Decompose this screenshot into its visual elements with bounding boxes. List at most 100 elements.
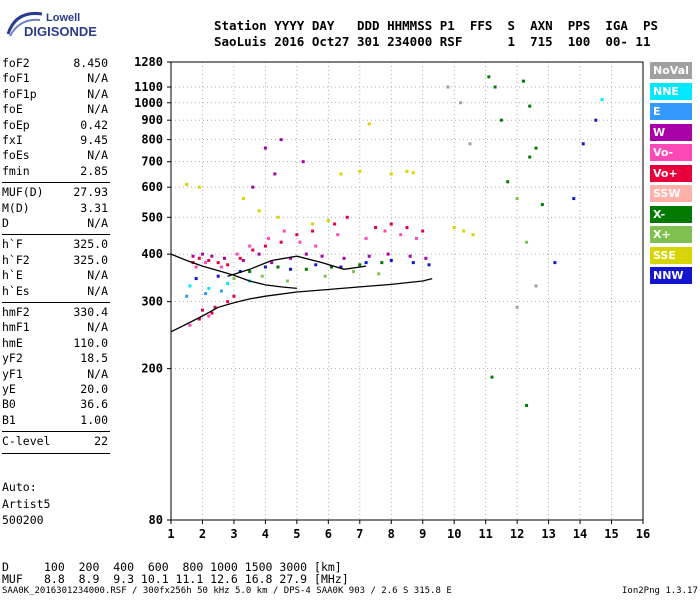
data-point [487, 75, 491, 79]
param-name: B0 [2, 397, 16, 412]
data-point [364, 236, 368, 240]
data-point [374, 225, 378, 229]
data-point [304, 252, 308, 256]
legend-item-x-: X- [650, 205, 692, 223]
legend-item-sse: SSE [650, 246, 692, 264]
data-point [336, 233, 340, 237]
data-point [185, 294, 189, 298]
data-point [304, 267, 308, 271]
param-value: 325.0 [73, 252, 108, 267]
chart-axes: 1 2 3 4 5 6 7 8 9 10 11 12 13 14 15 1680200300400500600… [134, 55, 650, 541]
data-point [207, 314, 211, 318]
param-value: N/A [87, 71, 108, 86]
param-name: yF2 [2, 351, 23, 366]
data-point [411, 171, 415, 175]
x-tick-label: 8 [388, 527, 395, 541]
param-row-d: D N/A [2, 216, 108, 232]
param-name: foF1 [2, 71, 30, 86]
data-point [515, 305, 519, 309]
logo-text-lowell: Lowell [46, 12, 81, 24]
data-point [414, 236, 418, 240]
param-name: foEs [2, 148, 30, 163]
param-value: 8.450 [73, 56, 108, 70]
legend-item-nne: NNE [650, 82, 692, 100]
data-point [326, 219, 330, 223]
param-name: foF1p [2, 86, 37, 101]
data-point [377, 272, 381, 276]
data-point [515, 197, 519, 201]
param-separator [2, 182, 110, 184]
data-point [207, 286, 211, 290]
param-row-hmf1: hmF1 N/A [2, 320, 108, 336]
x-tick-label: 11 [478, 527, 492, 541]
station-header-labels: Station YYYY DAY DDD HHMMSS P1 FFS S AXN… [214, 18, 659, 33]
data-point [279, 138, 283, 142]
data-point [194, 277, 198, 281]
param-value: 20.0 [80, 382, 108, 396]
y-tick-label: 1000 [134, 96, 163, 110]
param-value: 9.45 [80, 133, 108, 147]
data-point [314, 244, 318, 248]
series-noval [446, 85, 538, 309]
data-point [248, 270, 252, 274]
data-point [528, 155, 532, 159]
y-tick-label: 80 [149, 513, 163, 527]
param-value: 1.00 [80, 412, 108, 427]
data-point [257, 252, 261, 256]
param-name: B1 [2, 412, 16, 427]
data-point [389, 222, 393, 226]
data-point [276, 215, 280, 219]
param-row-foes: foEs N/A [2, 148, 108, 164]
data-point [204, 292, 208, 296]
param-value: N/A [87, 268, 108, 283]
plot-frame [170, 61, 644, 521]
x-tick-label: 5 [293, 527, 300, 541]
param-name: fmin [2, 163, 30, 178]
data-point [367, 122, 371, 126]
y-tick-label: 300 [141, 295, 163, 309]
legend-item-x-: X+ [650, 226, 692, 243]
data-point [188, 284, 192, 288]
data-point [298, 240, 302, 244]
data-point [521, 79, 525, 83]
data-point [339, 265, 343, 269]
data-point [408, 254, 412, 258]
data-point [200, 252, 204, 256]
data-point [226, 300, 230, 304]
param-row-fof1p: foF1p N/A [2, 87, 108, 103]
param-row-b0: B0 36.6 [2, 397, 108, 413]
data-point [194, 265, 198, 269]
y-tick-label: 1280 [134, 55, 163, 69]
note-artist: Artist5 [2, 497, 51, 511]
footer-file-info: SAA0K_2016301234000.RSF / 300fx256h 50 k… [2, 586, 452, 596]
logo-swoosh-icon [6, 11, 43, 37]
param-row-fof2: foF2 8.450 [2, 56, 108, 72]
data-point [386, 252, 390, 256]
param-name: fxI [2, 133, 23, 147]
param-separator [2, 431, 110, 433]
data-point [311, 229, 315, 233]
data-point [458, 101, 462, 105]
data-point [352, 270, 356, 274]
data-point [188, 323, 192, 327]
param-row-he: h`E N/A [2, 268, 108, 284]
y-tick-label: 500 [141, 210, 163, 224]
data-point [248, 244, 252, 248]
param-name: foE [2, 102, 23, 117]
data-point [232, 294, 236, 298]
param-name: foEp [2, 117, 30, 132]
data-point [342, 256, 346, 260]
note-auto: Auto: [2, 480, 37, 494]
data-point [185, 182, 189, 186]
param-value: 3.31 [80, 200, 108, 215]
footer-version: Ion2Png 1.3.17 [622, 586, 698, 596]
param-row-foep: foEp 0.42 [2, 118, 108, 134]
param-name: yE [2, 382, 16, 396]
data-point [257, 209, 261, 213]
data-point [367, 254, 371, 258]
param-separator [2, 234, 110, 236]
data-point [499, 118, 503, 122]
x-tick-label: 1 [167, 527, 174, 541]
y-tick-label: 800 [141, 133, 163, 147]
data-point [339, 172, 343, 176]
